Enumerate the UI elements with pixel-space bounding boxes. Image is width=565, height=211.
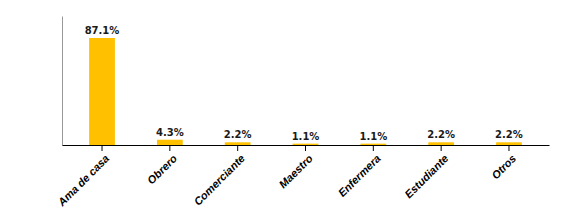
bar bbox=[293, 144, 319, 145]
x-tick: Otros bbox=[489, 145, 518, 181]
x-tick: Estudiante bbox=[402, 145, 450, 200]
x-tick-mark bbox=[169, 145, 170, 151]
data-label: 2.2% bbox=[495, 129, 523, 140]
y-axis-line bbox=[62, 17, 63, 146]
data-label: 2.2% bbox=[427, 129, 455, 140]
bars bbox=[89, 38, 522, 145]
x-tick-label: Otros bbox=[489, 152, 518, 181]
chart-container: Ama de casa Obrero Comerciante Maestro Enfer… bbox=[0, 0, 565, 211]
x-tick-mark bbox=[237, 145, 238, 151]
bar bbox=[225, 142, 251, 145]
x-tick: Comerciante bbox=[191, 145, 247, 208]
x-tick-mark bbox=[102, 145, 103, 151]
x-tick-label: Ama de casa bbox=[55, 152, 112, 209]
x-tick: Obrero bbox=[145, 145, 180, 186]
data-label: 87.1% bbox=[85, 25, 120, 36]
x-tick-label: Maestro bbox=[277, 152, 316, 191]
x-axis: Ama de casa Obrero Comerciante Maestro Enfer… bbox=[55, 145, 550, 209]
data-label: 4.3% bbox=[156, 127, 184, 138]
x-tick: Maestro bbox=[277, 145, 316, 190]
x-tick-label: Enfermera bbox=[336, 152, 383, 199]
bar bbox=[428, 142, 454, 145]
x-tick-mark bbox=[508, 145, 509, 151]
x-tick-mark bbox=[373, 145, 374, 151]
bar bbox=[496, 142, 522, 145]
x-tick-mark bbox=[305, 145, 306, 151]
bar bbox=[89, 38, 115, 145]
x-tick-mark bbox=[441, 145, 442, 151]
x-tick-label: Estudiante bbox=[402, 152, 450, 200]
data-label: 2.2% bbox=[224, 129, 252, 140]
x-tick: Ama de casa bbox=[55, 145, 112, 209]
data-labels: 87.1% 4.3% 2.2% 1.1% 1.1% 2.2% 2.2% bbox=[85, 25, 523, 142]
chart-svg: Ama de casa Obrero Comerciante Maestro Enfer… bbox=[0, 0, 565, 211]
x-tick: Enfermera bbox=[336, 145, 383, 199]
plot-area: Ama de casa Obrero Comerciante Maestro Enfer… bbox=[55, 17, 550, 209]
bar bbox=[360, 144, 386, 145]
bar bbox=[157, 140, 183, 145]
data-label: 1.1% bbox=[359, 131, 387, 142]
data-label: 1.1% bbox=[292, 131, 320, 142]
x-tick-label: Comerciante bbox=[191, 152, 247, 208]
x-tick-label: Obrero bbox=[145, 152, 180, 187]
y-axis bbox=[62, 17, 63, 146]
